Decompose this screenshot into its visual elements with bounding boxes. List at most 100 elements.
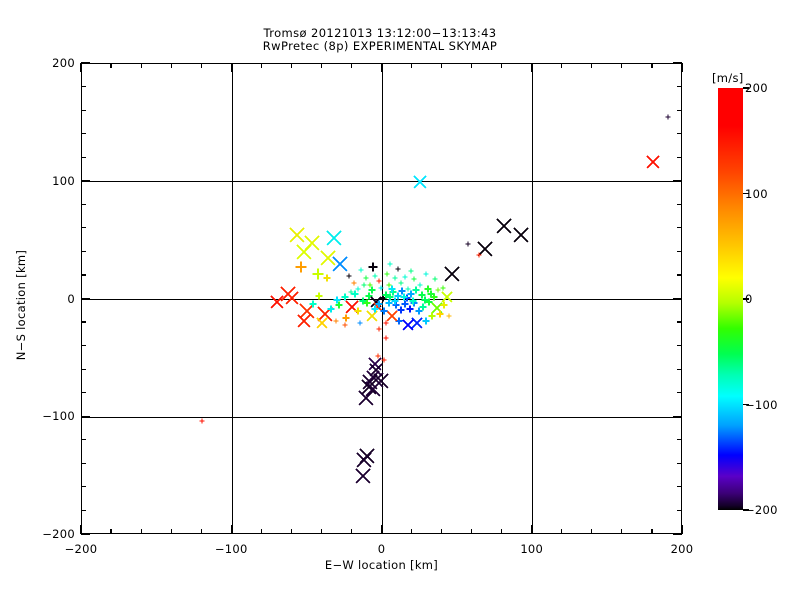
plot-canvas [82,64,681,533]
data-point-plus [367,282,373,288]
x-axis-minor-tick-top [591,63,593,68]
x-axis-minor-tick [260,529,262,534]
x-axis-minor-tick-top [561,63,563,68]
colorbar-tick [743,87,749,89]
gridline-vertical [231,64,233,533]
data-point-plus [397,306,405,314]
colorbar-gradient [718,88,743,510]
y-axis-minor-tick [81,203,86,205]
data-point-plus [428,312,436,320]
y-axis-major-tick-right [673,415,682,417]
colorbar-tick-label: −100 [745,397,778,412]
data-point-plus [395,266,401,272]
data-point-cross [299,303,315,319]
colorbar-tick-label: 0 [745,292,753,306]
data-point-plus [385,299,393,307]
chart-title-line-2: RwPretec (8p) EXPERIMENTAL SKYMAP [262,39,498,53]
data-point-cross [358,390,374,406]
x-axis-major-tick-top [531,63,533,72]
x-axis-major-tick-top [681,63,683,72]
y-axis-minor-tick [81,345,86,347]
x-axis-minor-tick-top [471,63,473,68]
x-axis-tick-label: −200 [64,542,98,556]
data-point-cross [285,291,299,305]
plot-area [81,63,682,534]
data-point-cross [365,381,382,397]
gridline-vertical [532,64,534,533]
x-axis-minor-tick [110,529,112,534]
data-point-plus [378,285,384,291]
data-point-plus [363,299,371,307]
colorbar-tick [743,403,749,406]
data-point-plus [419,303,427,311]
data-point-plus [430,293,438,301]
x-axis-minor-tick-top [441,63,443,68]
data-point-plus [415,307,423,315]
x-axis-minor-tick [350,529,353,534]
x-axis-minor-tick-top [260,63,262,68]
data-point-cross [356,452,373,468]
y-axis-minor-tick [81,509,86,512]
y-axis-minor-tick [81,321,86,323]
data-point-plus [405,286,411,292]
x-axis-major-tick [80,525,82,534]
y-axis-minor-tick [81,368,86,370]
data-point-plus [375,300,383,308]
data-point-plus [381,357,387,363]
data-point-cross [332,256,348,272]
data-point-plus [361,282,367,288]
x-axis-minor-tick-top [320,63,322,68]
y-axis-minor-tick-right [677,321,682,323]
x-axis-minor-tick-top [200,63,202,68]
x-axis-tick-label: 100 [520,542,544,556]
colorbar-tick-label: −200 [745,503,778,517]
data-point-plus [379,294,387,302]
data-point-plus [295,261,307,273]
colorbar-tick [743,509,749,511]
y-axis-minor-tick [81,392,86,394]
x-axis-minor-tick-top [140,63,142,68]
data-point-cross [366,310,378,322]
data-point-plus [384,271,390,277]
y-axis-minor-tick [81,250,86,252]
y-axis-minor-tick-right [677,227,682,229]
y-axis-minor-tick-right [677,109,682,111]
data-point-plus [401,300,409,308]
data-point-plus [333,318,339,324]
colorbar [718,88,743,510]
x-axis-minor-tick-top [410,63,413,68]
x-axis-minor-tick [290,529,292,534]
data-point-cross [355,468,371,484]
y-axis-minor-tick-right [677,462,682,464]
data-point-plus [465,241,471,247]
x-axis-minor-tick [170,529,172,534]
data-point-plus [421,296,429,304]
data-point-plus [346,273,352,279]
gridline-horizontal [82,181,681,183]
y-axis-tick-label: −200 [42,527,75,541]
data-point-plus [368,286,376,294]
y-axis-minor-tick-right [677,133,682,135]
y-axis-minor-tick [81,156,86,158]
y-axis-major-tick-right [673,62,682,64]
data-point-cross [326,230,342,246]
data-point-cross [385,310,398,322]
data-point-plus [407,290,415,298]
y-axis-minor-tick-right [677,392,682,394]
data-point-plus [424,285,432,293]
data-point-plus [422,317,430,325]
y-axis-minor-tick [81,462,86,464]
data-point-plus [394,292,402,300]
data-point-plus [398,280,404,286]
data-point-plus [427,290,435,298]
y-axis-major-tick-right [673,533,682,535]
data-point-plus [333,296,341,304]
y-axis-tick-label: −100 [42,409,75,424]
data-point-plus [409,297,417,305]
y-axis-major-tick [81,297,90,300]
x-axis-major-tick [681,525,683,534]
data-point-cross [496,218,512,235]
data-point-plus [199,418,205,424]
data-point-plus [376,278,382,284]
y-axis-minor-tick-right [677,368,682,370]
